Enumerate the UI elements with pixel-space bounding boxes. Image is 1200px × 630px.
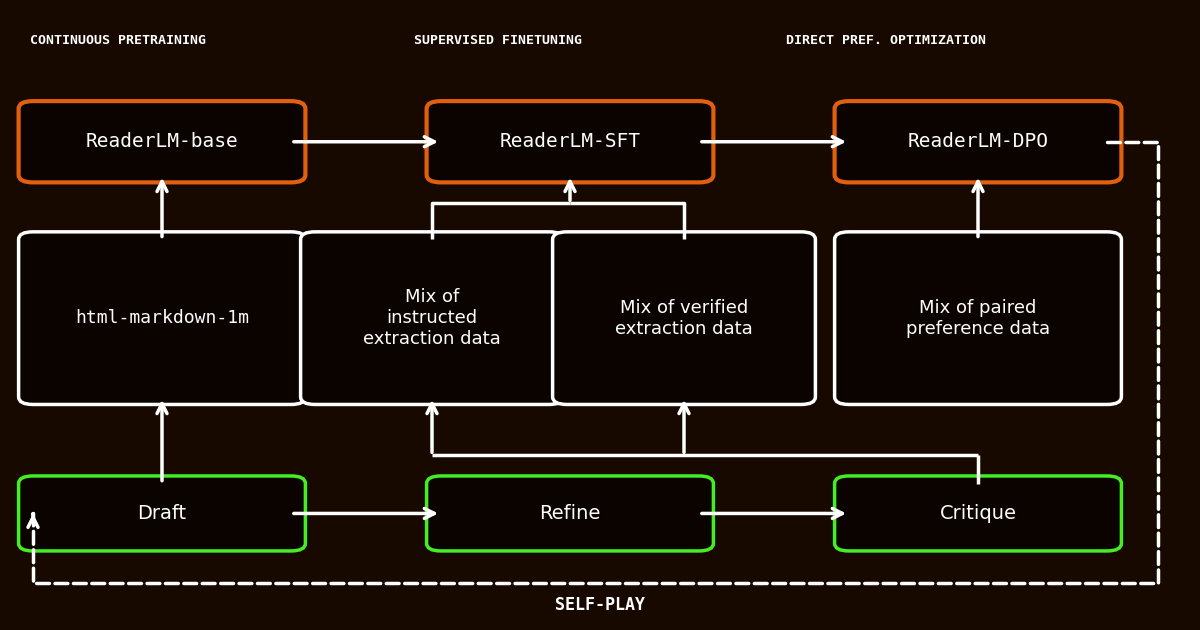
FancyBboxPatch shape: [835, 232, 1121, 404]
Text: Mix of verified
extraction data: Mix of verified extraction data: [616, 299, 752, 338]
FancyBboxPatch shape: [552, 232, 815, 404]
Text: Mix of
instructed
extraction data: Mix of instructed extraction data: [364, 289, 500, 348]
Text: Mix of paired
preference data: Mix of paired preference data: [906, 299, 1050, 338]
FancyBboxPatch shape: [19, 232, 305, 404]
FancyBboxPatch shape: [300, 232, 563, 404]
Text: ReaderLM-SFT: ReaderLM-SFT: [499, 132, 641, 151]
FancyBboxPatch shape: [19, 476, 305, 551]
Text: ReaderLM-base: ReaderLM-base: [85, 132, 239, 151]
Text: CONTINUOUS PRETRAINING: CONTINUOUS PRETRAINING: [30, 35, 206, 47]
Text: DIRECT PREF. OPTIMIZATION: DIRECT PREF. OPTIMIZATION: [786, 35, 986, 47]
Text: SELF-PLAY: SELF-PLAY: [554, 596, 646, 614]
FancyBboxPatch shape: [835, 476, 1121, 551]
FancyBboxPatch shape: [835, 101, 1121, 183]
Text: Critique: Critique: [940, 504, 1016, 523]
Text: ReaderLM-DPO: ReaderLM-DPO: [907, 132, 1049, 151]
Text: html-markdown-1m: html-markdown-1m: [74, 309, 250, 327]
FancyBboxPatch shape: [427, 101, 714, 183]
Text: Refine: Refine: [539, 504, 601, 523]
FancyBboxPatch shape: [19, 101, 305, 183]
Text: SUPERVISED FINETUNING: SUPERVISED FINETUNING: [414, 35, 582, 47]
Text: Draft: Draft: [138, 504, 186, 523]
FancyBboxPatch shape: [427, 476, 714, 551]
